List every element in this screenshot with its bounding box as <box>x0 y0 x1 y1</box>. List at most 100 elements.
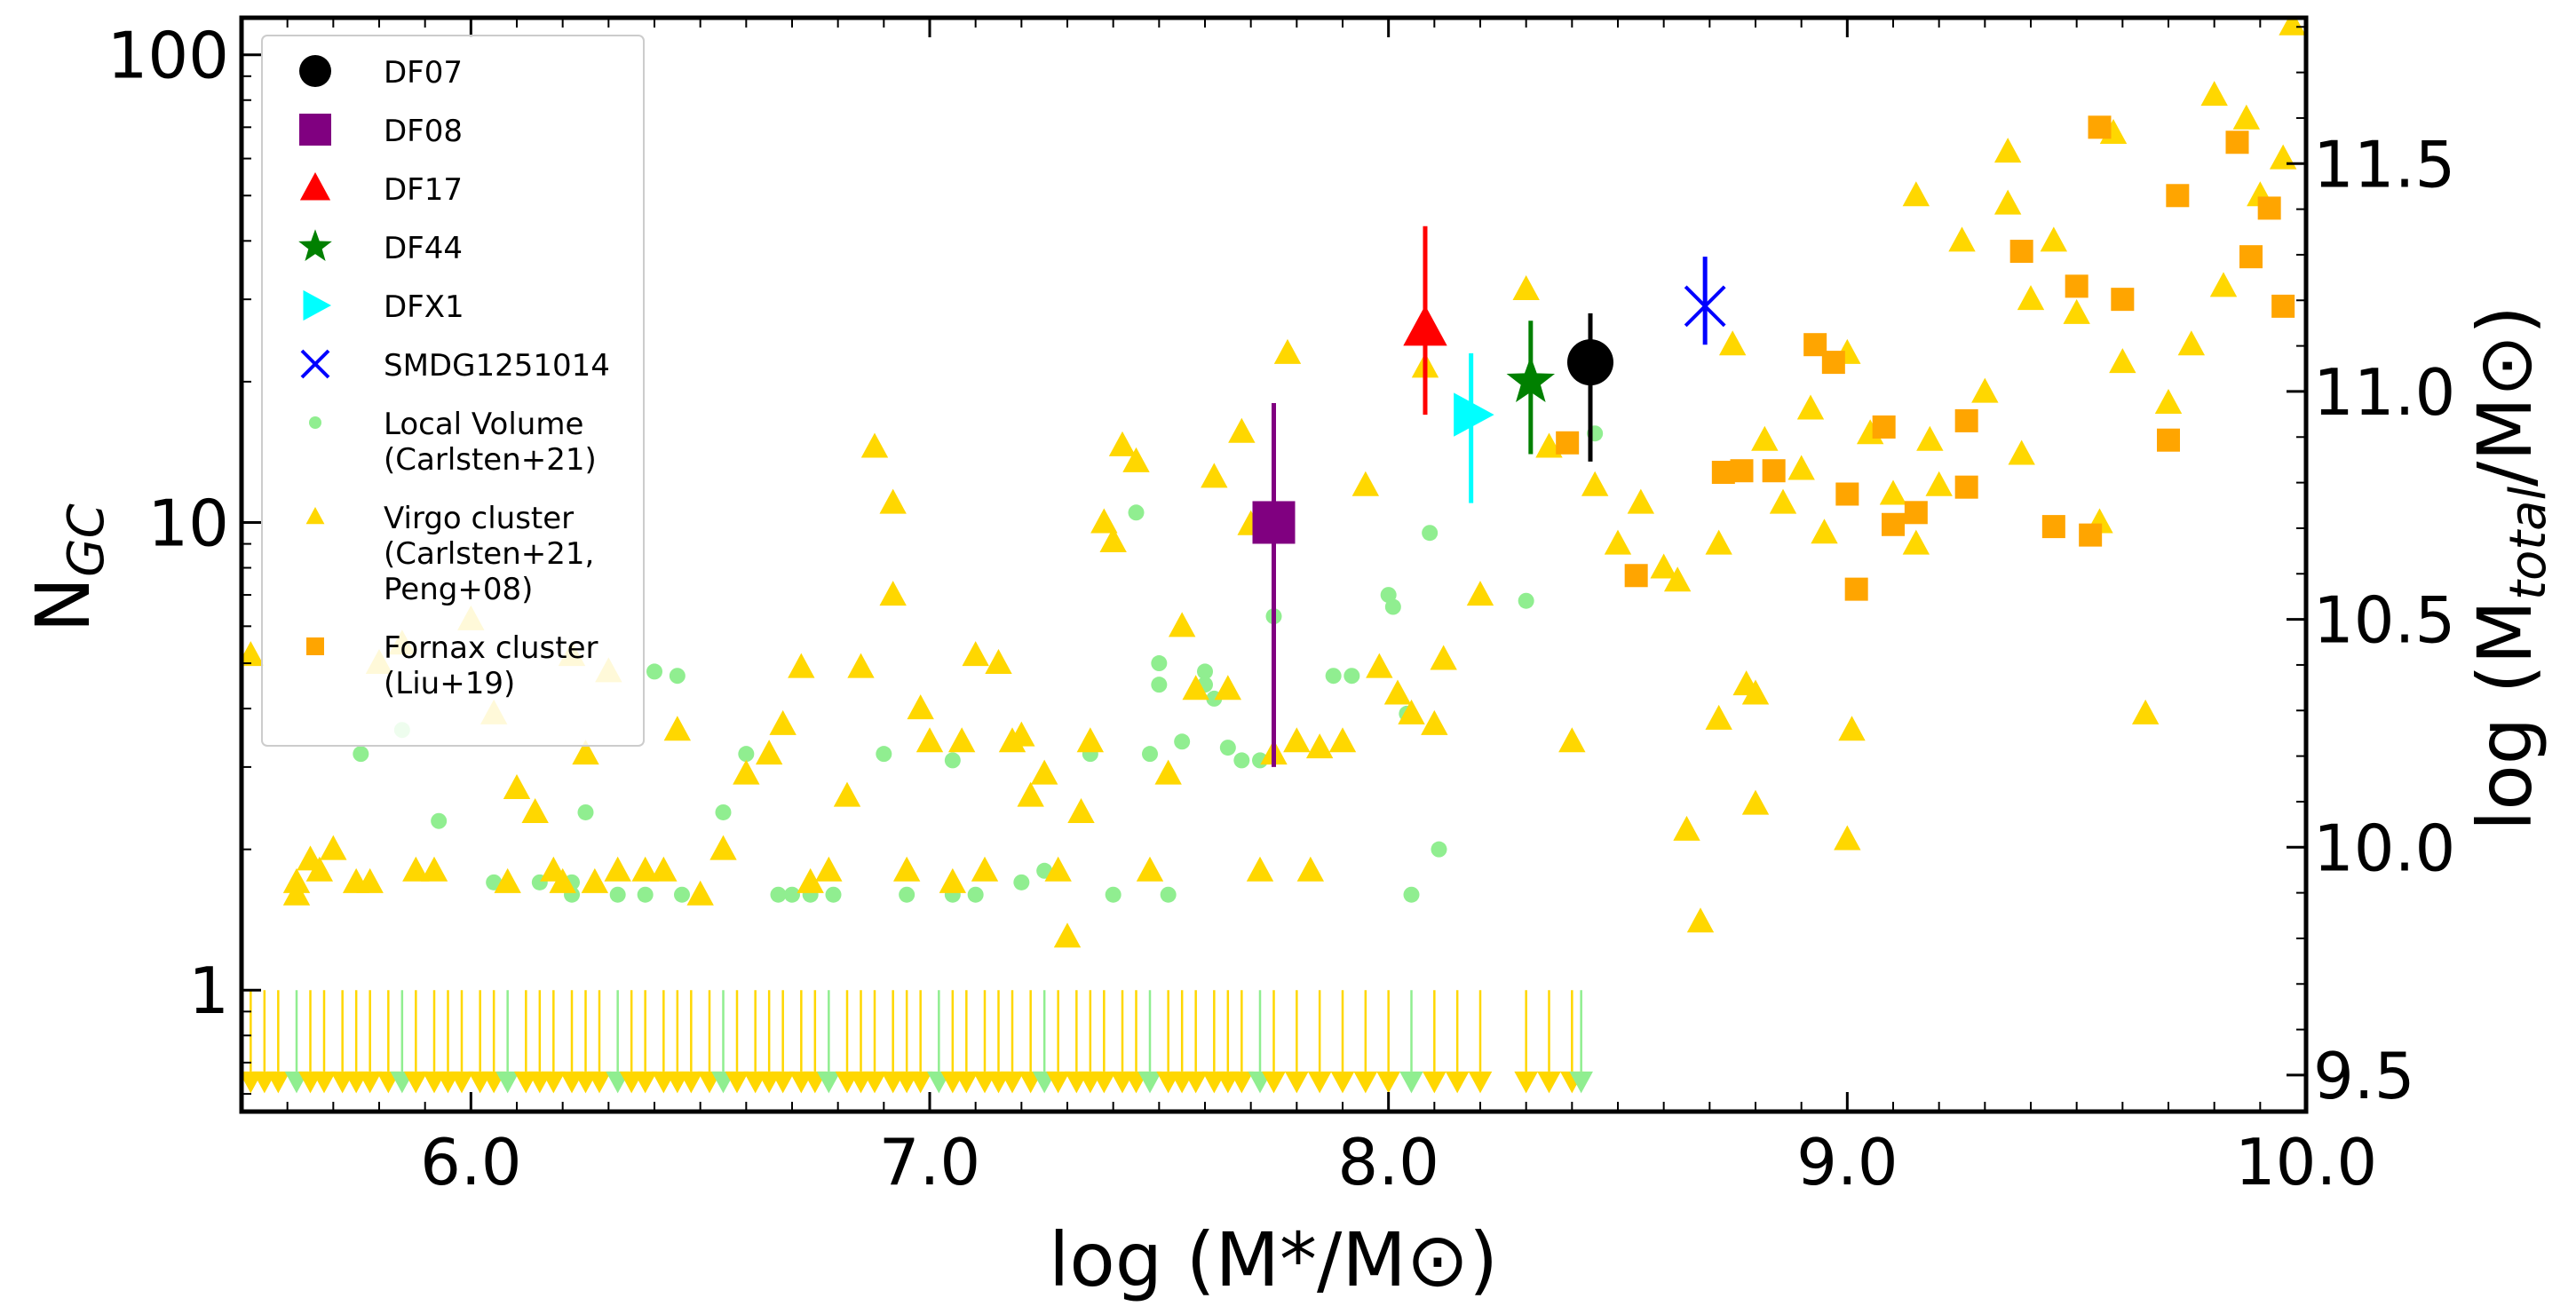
legend-item-virgo-cluster-marker <box>305 507 325 525</box>
legend-item-fornax-cluster-label: Fornax cluster <box>384 630 598 666</box>
df08-point <box>1252 501 1296 544</box>
virgo-point <box>1581 471 1609 496</box>
legend-item-df07-marker <box>299 55 331 87</box>
virgo-point <box>788 653 815 678</box>
legend-item-df08-marker <box>299 114 331 146</box>
virgo-point <box>581 867 609 893</box>
fornax-point <box>1872 415 1896 439</box>
virgo-point <box>797 867 824 893</box>
virgo-point <box>1305 733 1334 759</box>
y-tick-label: 10 <box>147 486 229 560</box>
legend-item-virgo-cluster-label: (Carlsten+21, <box>384 536 594 572</box>
upper-limit-point <box>1137 1071 1162 1094</box>
virgo-point <box>1769 488 1797 514</box>
virgo-point <box>1108 431 1137 456</box>
legend-item-dfx1-label: DFX1 <box>384 289 464 325</box>
legend-item-df17: DF17 <box>299 172 463 208</box>
virgo-point <box>1971 377 1999 403</box>
local-volume-point <box>1431 841 1447 858</box>
virgo-point <box>1993 138 2022 163</box>
fornax-point <box>1904 501 1928 525</box>
virgo-point <box>1328 727 1357 753</box>
virgo-point <box>755 740 783 765</box>
legend-item-dfx1-marker <box>303 289 331 321</box>
local-volume-point <box>1105 886 1122 903</box>
local-volume-point <box>1142 746 1158 763</box>
upper-limit-point <box>1423 1071 1447 1094</box>
virgo-point <box>1705 704 1732 730</box>
virgo-point <box>1686 907 1715 933</box>
upper-limit-point <box>1307 1071 1332 1094</box>
legend-item-df07-label: DF07 <box>384 55 463 91</box>
local-volume-point <box>646 663 662 680</box>
virgo-point <box>1925 471 1953 496</box>
virgo-point <box>1796 394 1825 420</box>
upper-limit-point <box>1262 1071 1286 1094</box>
y2-axis-title-main: log (M <box>2461 600 2548 831</box>
upper-limits-layer <box>242 990 1593 1094</box>
local-volume-point <box>1151 677 1168 693</box>
fornax-point <box>2239 245 2263 269</box>
virgo-point <box>1811 518 1838 544</box>
virgo-point <box>1246 856 1274 882</box>
virgo-point <box>1296 856 1325 882</box>
upper-limit-point <box>495 1071 519 1094</box>
virgo-point <box>985 649 1012 675</box>
virgo-point <box>320 835 347 860</box>
virgo-point <box>1201 463 1228 488</box>
fornax-point <box>2065 274 2089 298</box>
y2-tick-label: 9.5 <box>2313 1039 2415 1113</box>
virgo-point <box>1366 653 1393 678</box>
y-tick-label: 1 <box>188 954 229 1028</box>
local-volume-point <box>1325 668 1342 685</box>
dfx1-point <box>1454 392 1494 437</box>
local-volume-point <box>1422 525 1439 542</box>
fornax-point <box>2166 184 2190 208</box>
upper-limit-point <box>1184 1071 1208 1094</box>
upper-limit-point <box>1330 1071 1355 1094</box>
virgo-point <box>879 581 907 606</box>
fornax-point <box>2009 240 2033 264</box>
local-volume-point <box>825 886 842 903</box>
virgo-point <box>631 856 659 882</box>
virgo-point <box>356 867 384 893</box>
fornax-point <box>2111 288 2135 312</box>
virgo-point <box>1122 447 1150 472</box>
upper-limit-point <box>358 1071 382 1094</box>
y2-axis-title: log (Mtotal/M⊙) <box>2461 305 2557 831</box>
local-volume-point <box>770 886 787 903</box>
upper-limit-point <box>449 1071 474 1094</box>
upper-limit-point <box>1537 1071 1561 1094</box>
virgo-point <box>1283 727 1311 753</box>
legend-item-df44: DF44 <box>298 229 463 266</box>
virgo-point <box>1214 675 1242 701</box>
virgo-point <box>572 740 599 765</box>
x-tick-label: 8.0 <box>1337 1125 1439 1199</box>
upper-limit-point <box>1376 1071 1400 1094</box>
virgo-point <box>1741 789 1770 815</box>
virgo-point <box>1030 759 1058 785</box>
legend-item-df17-marker <box>299 172 331 201</box>
local-volume-point <box>738 746 755 763</box>
y2-tick-label: 10.5 <box>2313 583 2455 658</box>
y2-tick-label: 11.5 <box>2313 127 2455 202</box>
local-volume-point <box>944 752 961 769</box>
local-volume-point <box>1151 655 1168 672</box>
virgo-point <box>1650 553 1677 579</box>
fornax-point <box>1730 459 1754 483</box>
local-volume-point <box>899 886 915 903</box>
y-tick-label: 100 <box>107 19 229 93</box>
virgo-point <box>971 856 999 882</box>
virgo-point <box>892 856 921 882</box>
virgo-point <box>709 835 737 860</box>
virgo-point <box>769 709 797 735</box>
virgo-point <box>1751 425 1779 451</box>
upper-limit-point <box>817 1071 841 1094</box>
virgo-point <box>907 694 934 720</box>
df07-point <box>1567 339 1613 386</box>
virgo-point <box>1466 581 1494 606</box>
virgo-point <box>1718 330 1747 356</box>
fornax-point <box>2079 523 2103 547</box>
fornax-point <box>1882 512 1905 536</box>
